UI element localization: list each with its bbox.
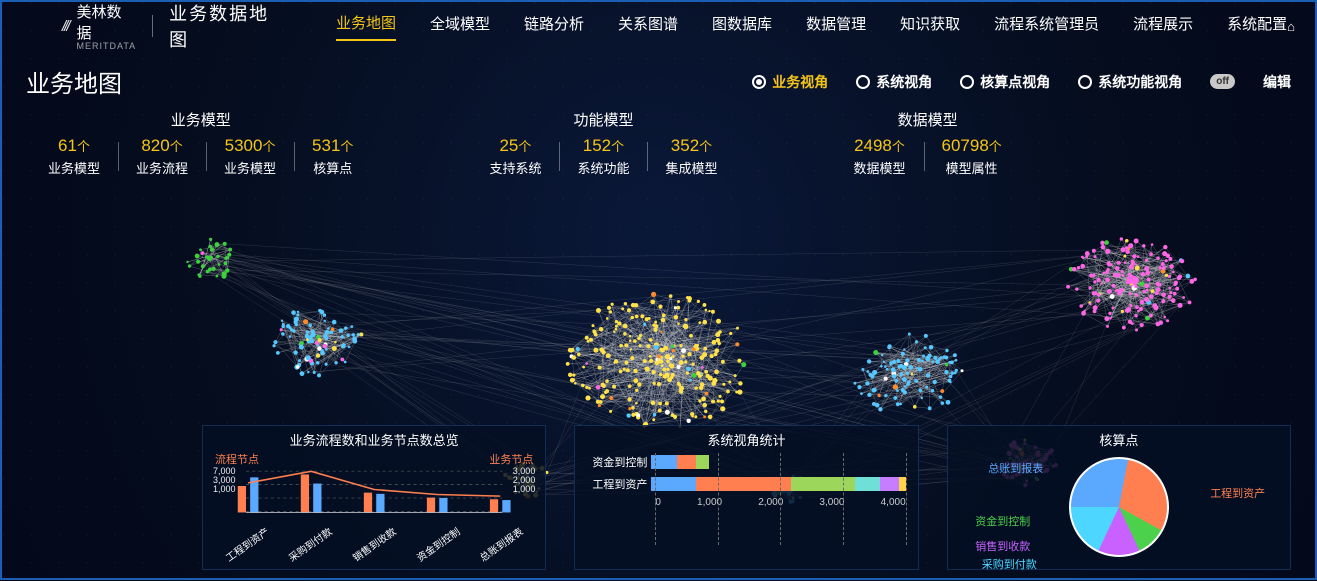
- stat-group-0: 业务模型 61个业务模型820个业务流程5300个业务模型531个核算点: [30, 109, 371, 177]
- card-system: 系统视角统计 资金到控制工程到资产01,0002,0003,0004,000: [574, 425, 918, 570]
- card-overview-title: 业务流程数和业务节点数总览: [211, 430, 537, 449]
- stat-1-2: 352个集成模型: [647, 136, 735, 177]
- home-icon[interactable]: ⌂: [1287, 19, 1295, 34]
- stat-group-2: 数据模型 2498个数据模型60798个模型属性: [835, 109, 1019, 177]
- brand-name: 美林数据: [77, 4, 122, 42]
- app-title: 业务数据地图: [169, 0, 276, 52]
- stat-2-1: 60798个模型属性: [924, 136, 1020, 177]
- nav-item-4[interactable]: 图数据库: [712, 13, 772, 40]
- stat-group-title: 数据模型: [835, 109, 1019, 130]
- page-title: 业务地图: [26, 64, 122, 99]
- main-nav: 业务地图 全域模型 链路分析 关系图谱 图数据库 数据管理 知识获取 流程系统管理员 流程展示 系…: [336, 12, 1287, 41]
- card-overview: 业务流程数和业务节点数总览 流程节点 业务节点 7,000 3,000 1,00…: [202, 425, 546, 570]
- stat-0-0: 61个业务模型: [30, 136, 118, 177]
- view-switch: 业务视角 系统视角 核算点视角 系统功能视角 off 编辑: [752, 72, 1291, 92]
- pie-legend-item: 总账到报表: [988, 460, 1043, 476]
- stat-0-2: 5300个业务模型: [206, 136, 294, 177]
- nav-item-5[interactable]: 数据管理: [806, 13, 866, 40]
- stat-1-1: 152个系统功能: [559, 136, 647, 177]
- stat-group-title: 业务模型: [30, 109, 371, 130]
- stat-groups: 业务模型 61个业务模型820个业务流程5300个业务模型531个核算点 功能模型 2…: [2, 99, 1315, 177]
- overview-legend-left: 流程节点: [215, 451, 259, 467]
- card-system-title: 系统视角统计: [583, 430, 909, 449]
- system-chart: 资金到控制工程到资产01,0002,0003,0004,000: [587, 453, 905, 563]
- brand-logo-icon: ///: [62, 18, 69, 35]
- nav-item-0[interactable]: 业务地图: [336, 12, 396, 41]
- card-pie: 核算点 总账到报表工程到资产资金到控制销售到收款采购到付款: [947, 425, 1291, 570]
- view-radio-2[interactable]: 核算点视角: [960, 72, 1050, 92]
- view-radio-1[interactable]: 系统视角: [856, 72, 932, 92]
- nav-item-2[interactable]: 链路分析: [524, 13, 584, 40]
- page-header: 业务地图 业务视角 系统视角 核算点视角 系统功能视角 off 编辑: [2, 50, 1315, 99]
- stat-2-0: 2498个数据模型: [835, 136, 923, 177]
- edit-toggle[interactable]: off: [1210, 74, 1235, 89]
- overview-legend: 流程节点 业务节点: [211, 451, 537, 467]
- edit-label: 编辑: [1263, 72, 1291, 92]
- pie-legend-item: 资金到控制: [975, 513, 1030, 529]
- stat-0-3: 531个核算点: [294, 136, 371, 177]
- nav-item-7[interactable]: 流程系统管理员: [994, 13, 1099, 40]
- nav-item-1[interactable]: 全域模型: [430, 13, 490, 40]
- stat-group-title: 功能模型: [471, 109, 735, 130]
- pie-chart: 总账到报表工程到资产资金到控制销售到收款采购到付款: [956, 451, 1282, 563]
- stat-group-1: 功能模型 25个支持系统152个系统功能352个集成模型: [471, 109, 735, 177]
- view-radio-0[interactable]: 业务视角: [752, 72, 828, 92]
- nav-item-8[interactable]: 流程展示: [1133, 13, 1193, 40]
- nav-item-3[interactable]: 关系图谱: [618, 13, 678, 40]
- topbar: /// 美林数据 MERITDATA 业务数据地图 业务地图 全域模型 链路分析 关系…: [2, 2, 1315, 50]
- stat-1-0: 25个支持系统: [471, 136, 559, 177]
- brand: /// 美林数据 MERITDATA: [62, 1, 136, 51]
- card-pie-title: 核算点: [956, 430, 1282, 449]
- nav-item-6[interactable]: 知识获取: [900, 13, 960, 40]
- overview-legend-right: 业务节点: [489, 451, 533, 467]
- overview-chart: 7,000 3,000 1,0003,000 2,000 1,000工程到资产采…: [215, 467, 533, 563]
- view-radio-3[interactable]: 系统功能视角: [1078, 72, 1182, 92]
- nav-extra: ⌂: [1287, 19, 1295, 34]
- bottom-charts: 业务流程数和业务节点数总览 流程节点 业务节点 7,000 3,000 1,00…: [202, 425, 1291, 570]
- pie-legend-item: 工程到资产: [1210, 485, 1265, 501]
- stat-0-1: 820个业务流程: [118, 136, 206, 177]
- pie-legend-item: 销售到收款: [975, 538, 1030, 554]
- pie-legend-item: 采购到付款: [982, 556, 1037, 572]
- brand-separator: [152, 15, 153, 37]
- nav-item-9[interactable]: 系统配置: [1227, 13, 1287, 40]
